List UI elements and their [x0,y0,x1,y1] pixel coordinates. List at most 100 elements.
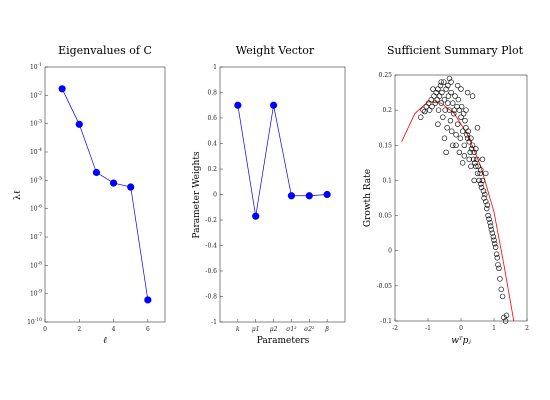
eigenvalues-series [58,85,152,304]
scatter-point [443,149,449,156]
scatter-point [433,89,439,96]
y-tick-label: 10-8 [30,260,42,269]
eigenvalue-point [58,85,66,93]
scatter-point [446,75,453,82]
scatter-point [464,89,471,96]
eigenvalues-panel: Eigenvalues of C 0 2 4 6 10-10 10-9 10-8 10-7 10… [13,44,166,346]
weight-vector-series [234,101,331,220]
scatter-point [487,219,493,226]
scatter-point [420,107,426,113]
eigenvalue-point [75,120,83,128]
scatter-point [480,188,487,194]
summary-ticks: -2 -1 0 1 2 -0.1 -0.05 0 0.05 0.1 0.15 0.2 0.25 [377,72,529,332]
scatter-point [443,86,449,92]
scatter-point [439,89,445,96]
scatter-point [429,103,435,110]
x-tick-label: 2 [525,325,529,332]
y-tick-label: 0.2 [382,107,392,114]
x-tick-label: -2 [392,325,398,332]
scatter-point [499,293,506,300]
scatter-point [483,198,489,205]
scatter-point [445,93,452,99]
scatter-point [474,156,480,163]
weight-point [234,101,242,109]
scatter-point [485,212,491,219]
y-tick-label: 0.15 [379,142,393,149]
scatter-point [450,100,456,106]
scatter-point [473,146,479,152]
scatter-point [479,177,486,184]
x-tick-label: 1 [492,325,496,332]
y-tick-label: 1 [213,64,217,71]
scatter-point [461,153,467,159]
x-tick-label: 4 [112,326,116,333]
x-tick-label: σ2² [304,326,315,333]
y-tick-label: 0.2 [207,166,217,173]
scatter-point [502,318,509,324]
summary-fit-series [401,101,515,322]
x-tick-label: 6 [146,326,150,333]
y-tick-label: -0.05 [377,283,393,290]
y-tick-label: 10-4 [30,147,42,156]
scatter-point [490,233,497,240]
weight-vector-panel: Weight Vector -1 -0.8 -0.6 -0.4 -0.2 0 0.2 0.4 0… [192,44,346,346]
scatter-point [478,181,484,187]
scatter-point [457,135,464,141]
x-tick-label: 2 [77,326,81,333]
scatter-point [425,100,432,106]
scatter-point [445,82,451,89]
eigenvalues-ylabel: λℓ [13,190,23,200]
eigenvalues-ticks: 0 2 4 6 10-10 10-9 10-8 10-7 10-6 10-5 10-4 10-3 10-… [27,62,150,333]
y-tick-label: -0.2 [205,217,217,224]
x-tick-label: k [236,326,240,333]
weight-point [323,190,331,199]
scatter-point [469,142,476,148]
y-tick-label: 0.05 [379,213,393,220]
scatter-point [444,125,450,131]
scatter-point [430,86,436,92]
fit-line [401,101,515,322]
y-tick-label: 0 [388,248,392,255]
scatter-point [467,149,473,156]
scatter-point [435,107,442,113]
x-tick-label: -1 [425,325,431,332]
scatter-point [471,177,477,184]
scatter-point [455,121,461,127]
x-tick-label: σ1² [286,326,297,333]
scatter-point [451,110,457,117]
eigenvalue-point [109,179,118,187]
summary-axes-box [394,74,528,322]
scatter-point [453,142,459,148]
scatter-point [463,107,469,113]
y-tick-label: -0.4 [205,243,217,250]
y-tick-label: -0.8 [205,294,217,301]
x-tick-label: 0 [43,326,47,333]
scatter-point [441,96,448,103]
scatter-point [440,114,446,120]
weight-vector-ticks: -1 -0.8 -0.6 -0.4 -0.2 0 0.2 0.4 0.6 0.8 1 k μ1 μ2 σ1²… [205,64,329,333]
scatter-point [437,82,444,89]
y-tick-label: -0.1 [380,318,392,325]
y-tick-label: 10-6 [30,204,42,213]
scatter-point [448,89,454,96]
scatter-point [455,96,462,103]
scatter-point [468,135,474,141]
scatter-point [488,223,494,229]
scatter-point [438,100,444,106]
scatter-point [491,237,497,243]
scatter-point [478,167,484,173]
scatter-point [447,117,454,124]
scatter-point [448,79,454,85]
scatter-point [449,128,455,134]
x-tick-label: 0 [459,325,463,332]
scatter-point [458,114,464,120]
scatter-point [452,93,458,99]
scatter-point [468,146,475,152]
eigenvalue-point [92,168,101,177]
eigenvalue-point [127,183,135,191]
y-tick-label: 0.4 [207,141,217,148]
scatter-point [461,142,467,148]
x-tick-label: β [324,326,329,333]
scatter-point [474,170,481,177]
